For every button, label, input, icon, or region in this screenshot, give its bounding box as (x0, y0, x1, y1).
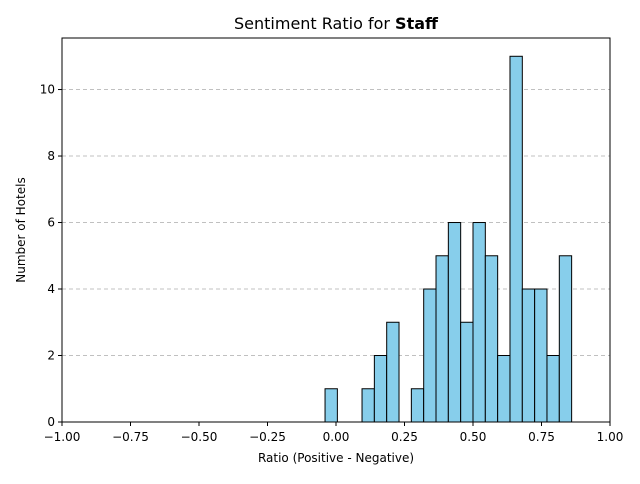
y-tick-label: 10 (40, 83, 55, 97)
histogram-bar (484, 255, 499, 423)
x-axis-ticks: −1.00 −0.75 −0.50 −0.25 0.00 0.25 0.50 0.75 1.00 (44, 422, 624, 444)
y-axis-label: Number of Hotels (14, 177, 28, 282)
histogram-bar (435, 255, 449, 423)
histogram-bar (534, 288, 548, 423)
histogram-bar (546, 355, 560, 423)
y-tick-label: 2 (47, 349, 55, 363)
x-axis-label: Ratio (Positive - Negative) (258, 451, 414, 465)
histogram-bar (509, 55, 523, 423)
histogram-bar (521, 288, 536, 423)
chart-title-prefix: Sentiment Ratio for (234, 14, 395, 33)
histogram-bar (472, 222, 486, 423)
x-tick-label: 0.75 (528, 430, 555, 444)
histogram-bar (386, 321, 400, 423)
histogram-bar (324, 388, 338, 423)
x-tick-label: 0.25 (391, 430, 418, 444)
x-tick-label: 0.50 (460, 430, 487, 444)
x-tick-label: 0.00 (323, 430, 350, 444)
y-tick-label: 0 (47, 415, 55, 429)
histogram-bar (410, 388, 425, 423)
histogram-bar (497, 355, 511, 423)
histogram-bar (361, 388, 375, 423)
histogram-bar (460, 321, 474, 423)
histogram-bar (447, 222, 462, 423)
histogram-bar (373, 355, 388, 423)
chart-title-emphasis: Staff (395, 14, 439, 33)
histogram-bar (423, 288, 437, 423)
bars (324, 55, 573, 423)
x-tick-label: −0.75 (112, 430, 149, 444)
chart-title: Sentiment Ratio for Staff (234, 14, 439, 33)
y-tick-label: 4 (47, 282, 55, 296)
y-tick-label: 8 (47, 149, 55, 163)
y-axis-ticks: 0 2 4 6 8 10 (40, 83, 62, 429)
y-tick-label: 6 (47, 216, 55, 230)
x-tick-label: −0.50 (181, 430, 218, 444)
x-tick-label: −1.00 (44, 430, 81, 444)
histogram-bar (558, 255, 573, 423)
x-tick-label: −0.25 (249, 430, 286, 444)
x-tick-label: 1.00 (597, 430, 624, 444)
